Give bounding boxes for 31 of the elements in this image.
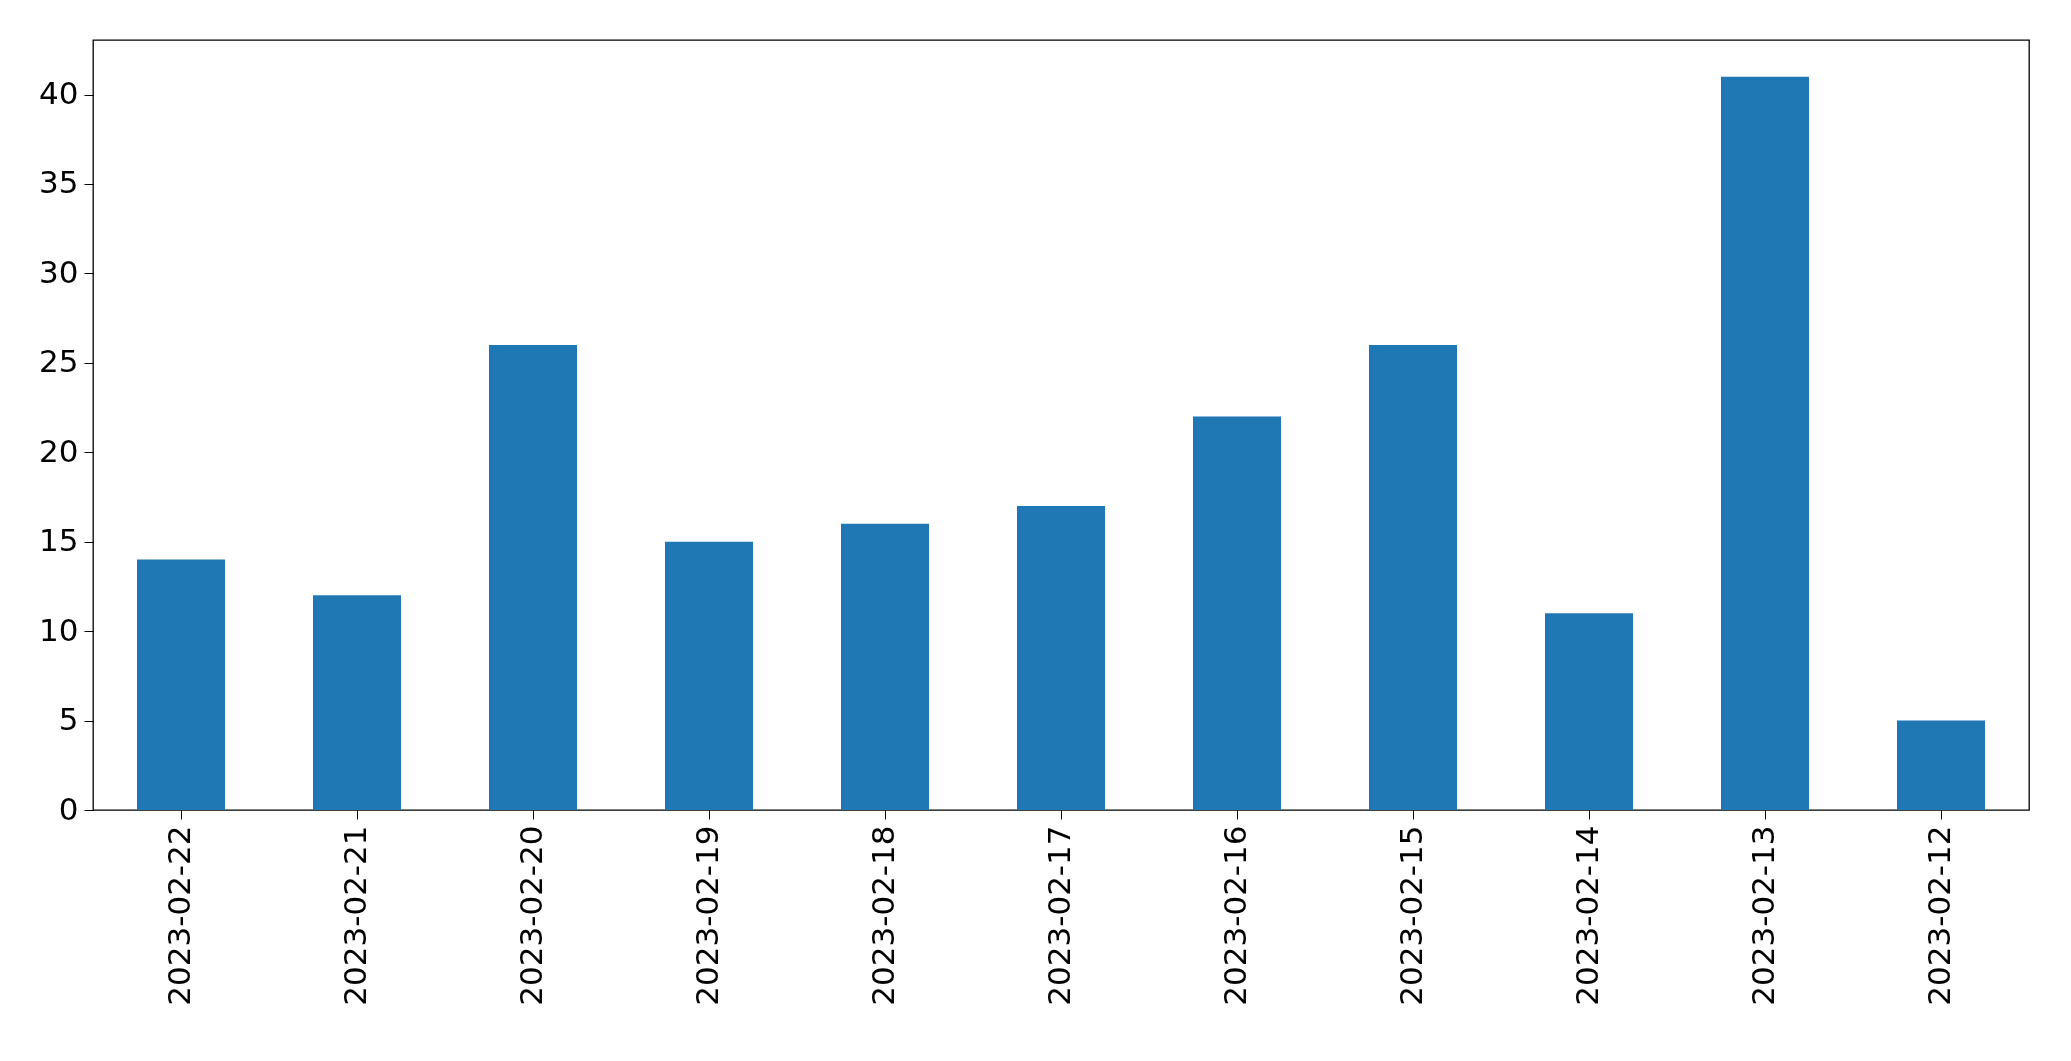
x-tick-label: 2023-02-20	[513, 825, 549, 1006]
bar	[841, 523, 929, 810]
y-tick-label: 40	[39, 75, 79, 112]
x-tick-label: 2023-02-14	[1569, 825, 1605, 1006]
x-tick-label: 2023-02-19	[689, 825, 725, 1006]
y-tick-label: 35	[39, 164, 79, 201]
bar	[1369, 344, 1457, 810]
x-tick-label: 2023-02-22	[161, 825, 197, 1006]
y-tick-label: 15	[39, 522, 79, 559]
bar	[313, 595, 401, 810]
y-tick-label: 5	[58, 701, 79, 738]
bar	[665, 541, 753, 810]
bar	[1545, 613, 1633, 810]
x-tick-label: 2023-02-21	[337, 825, 373, 1006]
bar	[1897, 720, 1985, 810]
x-tick-label: 2023-02-16	[1217, 825, 1253, 1006]
bar	[1017, 505, 1105, 810]
bar	[1721, 76, 1809, 810]
x-tick-label: 2023-02-17	[1041, 825, 1077, 1006]
bar	[489, 344, 577, 810]
y-tick-label: 25	[39, 343, 79, 380]
x-tick-label: 2023-02-13	[1745, 825, 1781, 1006]
y-tick-label: 30	[39, 253, 79, 290]
y-tick-label: 0	[58, 790, 79, 827]
bar	[137, 559, 225, 810]
x-tick-label: 2023-02-18	[865, 825, 901, 1006]
x-tick-label: 2023-02-15	[1393, 825, 1429, 1006]
y-tick-label: 20	[39, 432, 79, 469]
bar	[1193, 416, 1281, 810]
y-tick-label: 10	[39, 611, 79, 648]
x-tick-label: 2023-02-12	[1921, 825, 1957, 1006]
